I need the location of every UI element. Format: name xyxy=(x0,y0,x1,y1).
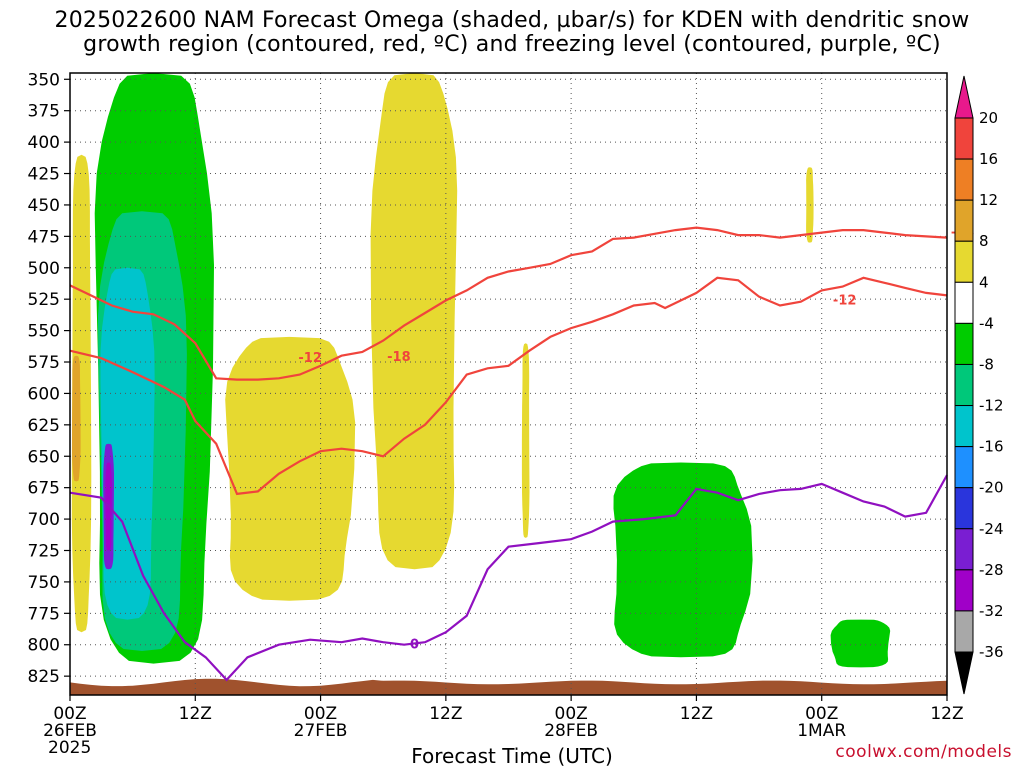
colorbar-bin xyxy=(954,363,974,407)
colorbar-label: -4 xyxy=(979,314,994,332)
plot-frame xyxy=(69,72,948,696)
colorbar-bin xyxy=(954,117,974,160)
y-tick-label: 675 xyxy=(28,479,60,499)
colorbar-label: -24 xyxy=(979,520,1004,538)
chart-title-line-2: growth region (contoured, red, ºC) and f… xyxy=(83,32,941,57)
y-tick-label: 525 xyxy=(28,290,60,310)
colorbar-arrow-bottom xyxy=(954,651,974,695)
contours: -18-18-12-120 xyxy=(69,226,974,682)
colorbar-arrow-top xyxy=(954,75,974,119)
colorbar-label: 12 xyxy=(979,191,998,209)
colorbar-label: -20 xyxy=(979,479,1004,497)
colorbar: 20 16 12 8 4 -4 -8 -12 -16 -20 -24 -28 -32 -36 xyxy=(954,75,1004,695)
y-tick-label: 700 xyxy=(28,510,60,530)
ascent-late-east xyxy=(830,619,891,668)
y-tick-label: 650 xyxy=(28,447,60,467)
colorbar-bin xyxy=(954,610,974,653)
descent-tall xyxy=(806,167,814,243)
contour-label--12: -12 xyxy=(298,351,322,366)
descent-mid xyxy=(225,336,356,601)
y-tick-label: 375 xyxy=(28,102,60,122)
x-tick-label: 27FEB xyxy=(294,721,348,741)
x-tick-label: 00Z xyxy=(53,704,86,724)
contour--18 xyxy=(69,276,948,496)
contour-label-0: 0 xyxy=(410,638,419,653)
descent-early-strong xyxy=(72,355,81,482)
x-tick-label: 00Z xyxy=(555,704,588,724)
colorbar-label: 8 xyxy=(979,232,989,250)
y-axis: 350 375 400 425 450 475 500 525 550 575 600 625 650 6… xyxy=(28,70,70,687)
colorbar-bin xyxy=(954,569,974,612)
descent-upper xyxy=(370,73,458,570)
x-tick-label: 12Z xyxy=(680,704,713,724)
colorbar-bin xyxy=(954,240,974,283)
y-tick-label: 750 xyxy=(28,573,60,593)
contour-label--12: -12 xyxy=(833,293,857,308)
y-tick-label: 475 xyxy=(28,227,60,247)
contour-label--18: -18 xyxy=(387,350,411,365)
y-tick-label: 450 xyxy=(28,196,60,216)
colorbar-bin xyxy=(954,528,974,571)
y-tick-label: 600 xyxy=(28,384,60,404)
x-tick-label: 26FEB xyxy=(43,721,97,741)
colorbar-label: -8 xyxy=(979,355,994,373)
colorbar-label: 16 xyxy=(979,150,998,168)
y-tick-label: 500 xyxy=(28,259,60,279)
colorbar-bin xyxy=(954,281,974,324)
colorbar-bin xyxy=(954,158,974,201)
terrain xyxy=(70,678,947,695)
chart-title-line-1: 2025022600 NAM Forecast Omega (shaded, µ… xyxy=(54,8,970,33)
y-tick-label: 550 xyxy=(28,322,60,342)
colorbar-bin xyxy=(954,199,974,242)
y-tick-label: 825 xyxy=(28,667,60,687)
x-tick-label: 00Z xyxy=(304,704,337,724)
colorbar-label: -36 xyxy=(979,643,1004,661)
colorbar-label: -32 xyxy=(979,602,1004,620)
colorbar-label: -28 xyxy=(979,561,1004,579)
y-tick-label: 800 xyxy=(28,636,60,656)
y-tick-label: 575 xyxy=(28,353,60,373)
colorbar-label: 20 xyxy=(979,109,998,127)
x-tick-label: 12Z xyxy=(429,704,462,724)
x-tick-label: 1MAR xyxy=(797,721,846,741)
y-tick-label: 425 xyxy=(28,165,60,185)
y-tick-label: 350 xyxy=(28,70,60,90)
descent-early xyxy=(71,154,92,633)
ascent-band-inner xyxy=(100,267,155,620)
colorbar-bin xyxy=(954,322,974,365)
descent-late-column xyxy=(521,343,530,538)
colorbar-bin xyxy=(954,446,974,489)
contour--12 xyxy=(69,226,948,381)
x-tick-label: 28FEB xyxy=(544,721,598,741)
x-tick-label: 00Z xyxy=(805,704,838,724)
colorbar-bin xyxy=(954,487,974,530)
y-tick-label: 775 xyxy=(28,604,60,624)
x-tick-label: 12Z xyxy=(930,704,963,724)
x-tick-label: 12Z xyxy=(179,704,212,724)
omega-shading xyxy=(71,73,891,668)
colorbar-label: -16 xyxy=(979,438,1004,456)
ascent-late xyxy=(613,462,753,658)
colorbar-label: 4 xyxy=(979,273,989,291)
x-tick-label: 2025 xyxy=(48,738,91,758)
colorbar-label: -12 xyxy=(979,397,1004,415)
terrain-fill xyxy=(70,678,947,695)
grid xyxy=(69,73,948,695)
contour-0 xyxy=(69,474,948,682)
colorbar-bin xyxy=(954,405,974,448)
credit-text: coolwx.com/models xyxy=(835,742,1012,762)
y-tick-label: 725 xyxy=(28,541,60,561)
x-axis-label: Forecast Time (UTC) xyxy=(411,744,613,768)
y-tick-label: 400 xyxy=(28,133,60,153)
y-tick-label: 625 xyxy=(28,416,60,436)
